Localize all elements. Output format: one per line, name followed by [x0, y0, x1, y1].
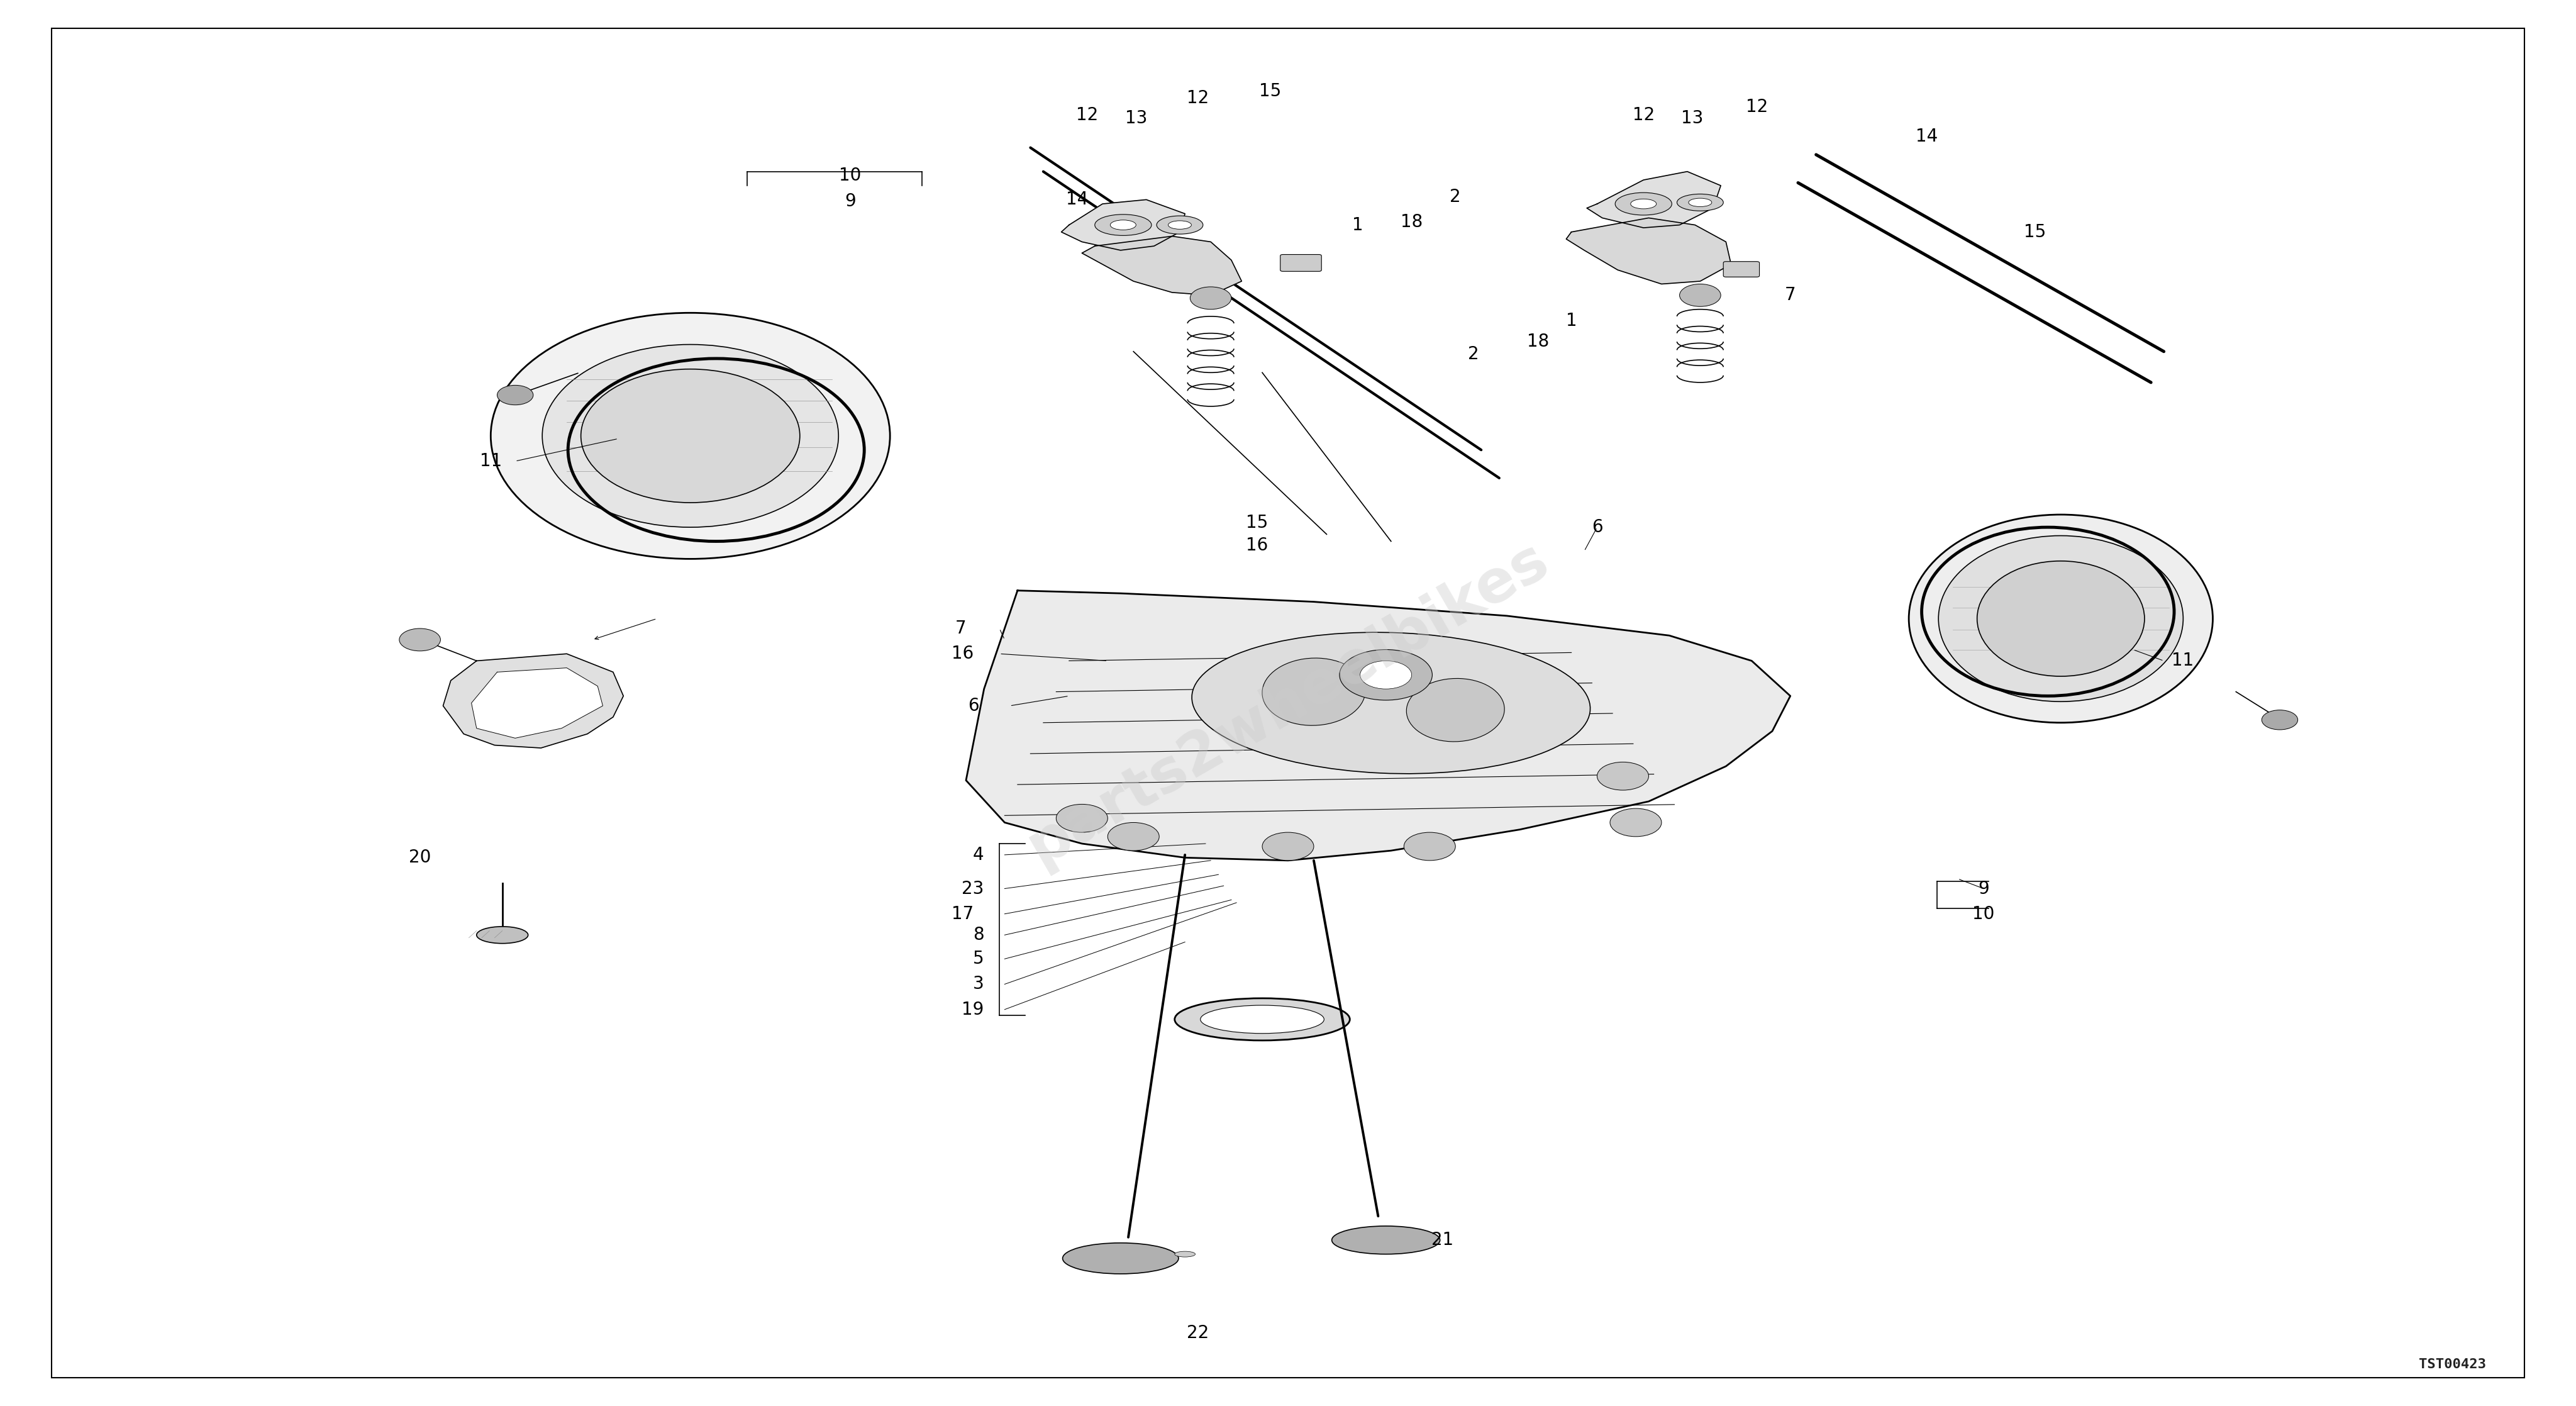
Text: 1: 1 [1352, 217, 1363, 233]
Text: 18: 18 [1528, 333, 1548, 350]
Text: 16: 16 [951, 645, 974, 662]
Circle shape [399, 628, 440, 651]
Ellipse shape [1615, 193, 1672, 215]
Ellipse shape [1690, 198, 1710, 207]
Ellipse shape [1157, 217, 1203, 233]
Text: 13: 13 [1682, 110, 1703, 127]
Text: 21: 21 [1432, 1232, 1453, 1249]
Circle shape [1610, 808, 1662, 837]
Circle shape [497, 385, 533, 405]
Ellipse shape [1110, 221, 1136, 231]
Text: 2: 2 [1450, 188, 1461, 205]
Text: 12: 12 [1747, 98, 1767, 115]
Text: 15: 15 [1260, 83, 1280, 100]
Polygon shape [1082, 236, 1242, 295]
Polygon shape [443, 654, 623, 748]
Text: 7: 7 [956, 620, 966, 637]
Text: 4: 4 [974, 846, 984, 863]
Text: 12: 12 [1077, 107, 1097, 124]
Ellipse shape [1200, 1005, 1324, 1033]
Text: 13: 13 [1126, 110, 1146, 127]
Circle shape [1190, 287, 1231, 309]
Text: 6: 6 [1592, 519, 1602, 536]
Text: 2: 2 [1468, 346, 1479, 363]
Text: 12: 12 [1633, 107, 1654, 124]
Polygon shape [1587, 172, 1721, 228]
Text: 15: 15 [2025, 224, 2045, 240]
Ellipse shape [1175, 998, 1350, 1040]
Ellipse shape [1332, 1226, 1440, 1254]
Ellipse shape [1406, 679, 1504, 741]
Text: 10: 10 [840, 167, 860, 184]
Circle shape [1262, 832, 1314, 860]
Circle shape [1597, 762, 1649, 790]
Text: 9: 9 [845, 193, 855, 209]
Ellipse shape [582, 370, 799, 503]
Text: 20: 20 [410, 849, 430, 866]
Ellipse shape [489, 314, 891, 560]
Text: 11: 11 [2172, 652, 2195, 669]
Polygon shape [1061, 200, 1185, 250]
Text: 16: 16 [1247, 537, 1267, 554]
Text: 11: 11 [479, 453, 502, 470]
Ellipse shape [1193, 633, 1589, 773]
Polygon shape [471, 668, 603, 738]
Text: 6: 6 [969, 697, 979, 714]
Text: 14: 14 [1066, 191, 1087, 208]
Text: 17: 17 [951, 905, 974, 922]
Ellipse shape [1170, 221, 1190, 229]
Text: 18: 18 [1401, 214, 1422, 231]
Circle shape [1056, 804, 1108, 832]
Text: 1: 1 [1566, 312, 1577, 329]
Text: 9: 9 [1978, 880, 1989, 897]
Text: 22: 22 [1188, 1324, 1208, 1341]
Ellipse shape [1175, 1251, 1195, 1257]
Text: 15: 15 [1247, 515, 1267, 531]
Ellipse shape [1909, 515, 2213, 723]
Text: parts2wheelbikes: parts2wheelbikes [1018, 530, 1558, 876]
FancyBboxPatch shape [1280, 254, 1321, 271]
Circle shape [1680, 284, 1721, 307]
Ellipse shape [477, 927, 528, 943]
Text: TST00423: TST00423 [2419, 1358, 2486, 1371]
Text: 10: 10 [1973, 905, 1994, 922]
Polygon shape [1566, 218, 1731, 284]
Ellipse shape [1677, 194, 1723, 211]
Ellipse shape [1631, 198, 1656, 208]
Ellipse shape [1262, 658, 1365, 725]
Ellipse shape [1061, 1243, 1180, 1274]
Text: 23: 23 [961, 880, 984, 897]
Ellipse shape [1978, 561, 2143, 676]
FancyBboxPatch shape [1723, 262, 1759, 277]
Text: 3: 3 [974, 976, 984, 993]
Circle shape [2262, 710, 2298, 730]
Ellipse shape [544, 344, 840, 527]
Circle shape [1360, 661, 1412, 689]
Text: 7: 7 [1785, 287, 1795, 304]
Circle shape [1404, 832, 1455, 860]
Text: 12: 12 [1188, 90, 1208, 107]
Circle shape [1108, 823, 1159, 851]
Polygon shape [966, 591, 1790, 860]
Ellipse shape [1095, 214, 1151, 236]
Text: 5: 5 [974, 950, 984, 967]
Text: 14: 14 [1917, 128, 1937, 145]
Text: 19: 19 [961, 1001, 984, 1018]
Circle shape [1340, 650, 1432, 700]
Text: 8: 8 [974, 927, 984, 943]
Ellipse shape [1940, 536, 2184, 702]
